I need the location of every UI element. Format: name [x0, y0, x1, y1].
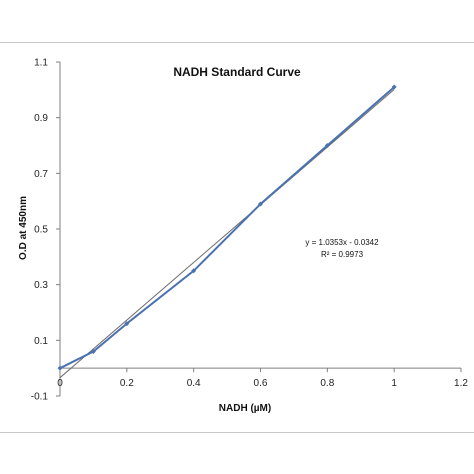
bottom-divider	[0, 432, 474, 433]
y-tick-label: 0.9	[34, 113, 48, 124]
top-divider	[0, 42, 474, 43]
trendline-equation: y = 1.0353x - 0.0342	[305, 238, 379, 247]
data-point	[57, 365, 63, 371]
data-point	[191, 268, 197, 274]
linear-trendline	[59, 89, 395, 379]
y-tick-label: 1.1	[34, 58, 48, 69]
data-point	[90, 348, 96, 354]
data-point	[258, 201, 263, 207]
x-tick-label: 0	[57, 378, 63, 389]
trendline-r-squared: R² = 0.9973	[321, 250, 364, 259]
x-tick-label: 0.6	[254, 378, 268, 389]
y-tick-label: 0.7	[34, 169, 48, 180]
chart-title: NADH Standard Curve	[173, 65, 301, 79]
y-tick-label: 0.1	[34, 336, 48, 347]
y-tick-label: 0.3	[34, 280, 48, 291]
x-tick-label: 0.4	[187, 378, 201, 389]
y-tick-label: -0.1	[31, 392, 49, 403]
series-line	[59, 86, 395, 370]
data-point	[391, 84, 397, 90]
x-tick-label: 0.2	[120, 378, 134, 389]
y-tick-label: 0.5	[34, 225, 48, 236]
y-axis-title: O.D at 450nm	[18, 196, 29, 260]
x-tick-label: 1.2	[454, 378, 468, 389]
x-tick-label: 1	[391, 378, 397, 389]
x-axis-title: NADH (µM)	[219, 403, 271, 414]
plot-area: 0 0.2 0.4 0.6 0.8 1 1.2 -0.1 0.1 0.3 0.5 0.7 0.9 1.1	[31, 58, 469, 403]
data-point	[124, 321, 130, 327]
data-point	[324, 143, 330, 148]
x-tick-label: 0.8	[320, 378, 334, 389]
